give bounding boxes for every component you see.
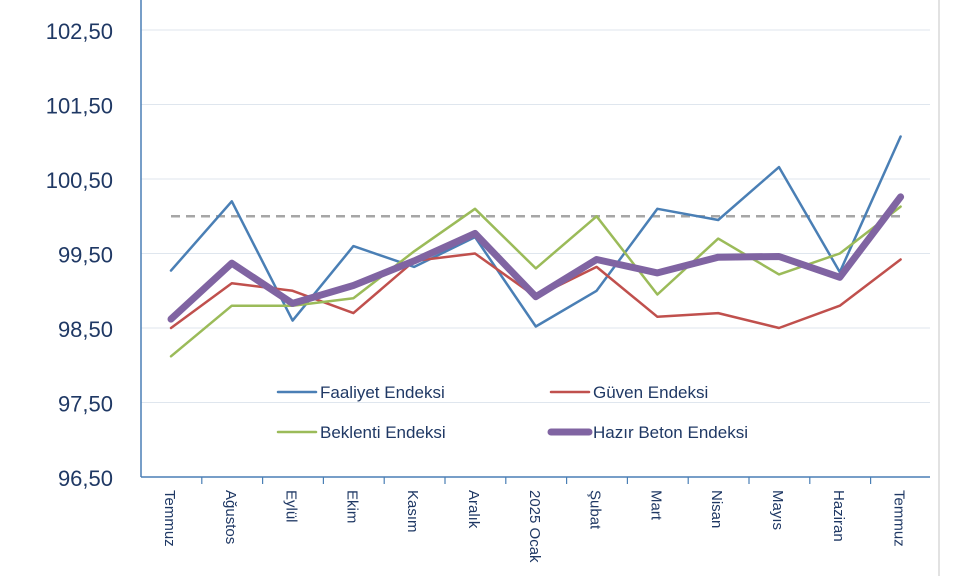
series-line-güven-endeksi <box>169 252 902 330</box>
y-tick-label: 100,50 <box>46 168 113 193</box>
series-group <box>167 135 905 358</box>
legend-label: Hazır Beton Endeksi <box>593 423 748 442</box>
x-tick-label: Mart <box>647 490 664 521</box>
legend-label: Faaliyet Endeksi <box>320 383 445 402</box>
x-tick-label: Temmuz <box>161 490 178 547</box>
y-tick-label: 102,50 <box>46 19 113 44</box>
axes: 96,50 97,50 98,50 99,50 100,50 101,50 102,50 Te… <box>46 0 930 563</box>
y-tick-label: 99,50 <box>58 243 113 268</box>
x-tick-label: Mayıs <box>769 490 786 530</box>
series-line-hazır-beton-endeksi <box>167 193 905 323</box>
x-tick-label: Haziran <box>830 490 847 542</box>
x-tick-label: Aralık <box>465 490 482 529</box>
legend-label: Güven Endeksi <box>593 383 708 402</box>
y-tick-label: 101,50 <box>46 94 113 119</box>
x-tick-label: Temmuz <box>891 490 908 547</box>
x-tick-label: Kasım <box>404 490 421 533</box>
series-line-faaliyet-endeksi <box>169 135 902 328</box>
series-line-beklenti-endeksi <box>169 205 902 358</box>
gridlines <box>141 29 930 403</box>
y-tick-label: 96,50 <box>58 466 113 491</box>
y-tick-label: 97,50 <box>58 392 113 417</box>
x-tick-label: Şubat <box>587 490 604 530</box>
y-tick-label: 98,50 <box>58 317 113 342</box>
x-tick-label: Ekim <box>343 490 360 523</box>
x-tick-label: Nisan <box>708 490 725 528</box>
legend: Faaliyet Endeksi Güven Endeksi Beklenti En… <box>276 383 748 442</box>
legend-label: Beklenti Endeksi <box>320 423 446 442</box>
x-tick-label: 2025 Ocak <box>526 490 543 563</box>
x-tick-label: Eylül <box>283 490 300 523</box>
x-tick-label: Ağustos <box>222 490 239 544</box>
